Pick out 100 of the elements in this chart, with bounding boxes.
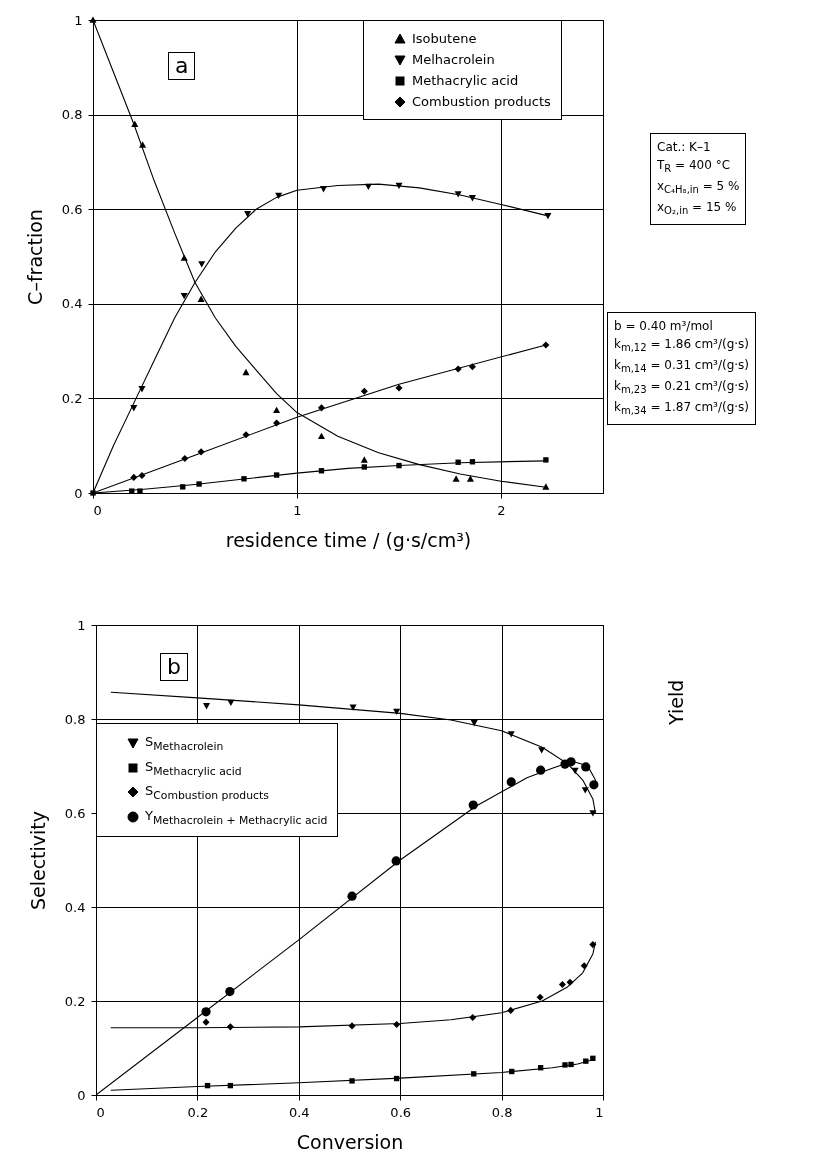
point (454, 365, 462, 373)
point (347, 891, 357, 901)
point (349, 1078, 355, 1084)
point (589, 780, 599, 790)
point (583, 1058, 589, 1064)
text: b = 0.40 m³/mol (614, 319, 714, 334)
point (393, 1020, 401, 1029)
point (138, 471, 146, 480)
text: Cat.: K–1 (657, 140, 712, 155)
point (562, 1062, 568, 1068)
point (395, 384, 403, 392)
x-tick-label: 0 (96, 1104, 105, 1120)
y2-axis-title: Yield (665, 679, 687, 725)
point (225, 987, 235, 997)
y-tick-label: 0.4 (64, 899, 86, 915)
point (455, 459, 461, 465)
point (180, 484, 186, 490)
point (568, 1061, 574, 1068)
point (317, 404, 326, 412)
y-tick-label: 0.6 (61, 201, 83, 217)
point (202, 1018, 210, 1026)
point (138, 386, 146, 393)
y-tick-label: 0.2 (64, 993, 86, 1009)
point (391, 856, 401, 866)
point (542, 341, 550, 349)
point (244, 211, 252, 218)
point (197, 295, 205, 302)
x-tick-label: 0 (93, 502, 102, 518)
point (361, 464, 367, 470)
point (201, 1007, 211, 1017)
y-tick-label: 0.8 (64, 711, 86, 727)
point (466, 475, 474, 482)
point (317, 432, 326, 440)
text: k$_{m,23}$ = 0.21 cm³/(g·s) (614, 378, 750, 397)
y-axis-title: Selectivity (26, 810, 49, 911)
y-tick-label: 0 (77, 1087, 86, 1103)
y-tick-label: 0.6 (64, 805, 86, 821)
point (226, 1023, 234, 1031)
point (470, 719, 478, 727)
point (468, 363, 476, 371)
x-axis-title: Conversion (296, 1130, 404, 1153)
point (566, 978, 574, 986)
y-tick-label: 0.8 (61, 107, 83, 123)
point (273, 406, 281, 414)
point (197, 448, 205, 456)
point (180, 254, 188, 261)
text: x$_{C₄H₈,in}$ = 5 % (657, 178, 740, 197)
point (469, 1013, 477, 1021)
point (566, 757, 576, 767)
point (131, 120, 139, 127)
point (273, 419, 281, 427)
point (468, 195, 476, 202)
point (452, 475, 460, 482)
y-tick-label: 0.4 (61, 296, 83, 312)
point (360, 456, 368, 463)
legend-label: Combustion products (412, 94, 551, 109)
point (507, 731, 515, 738)
point (130, 405, 138, 412)
point (471, 1071, 477, 1077)
point (580, 962, 588, 970)
point (590, 1055, 596, 1062)
point (589, 810, 597, 817)
text: x$_{O₂,in}$ = 15 % (657, 199, 738, 218)
point (130, 473, 138, 481)
text: T$_{R}$ = 400 °C (657, 158, 732, 176)
point (139, 141, 147, 148)
x-tick-label: 0.8 (491, 1104, 513, 1120)
x-tick-label: 1 (595, 1104, 604, 1120)
text: k$_{m,12}$ = 1.86 cm³/(g·s) (614, 337, 750, 355)
point (348, 1022, 356, 1030)
point (196, 481, 202, 487)
legend-label: Y$_{Methacrolein + Methacrylic acid}$ (145, 807, 328, 827)
point (319, 186, 328, 193)
point (349, 704, 357, 711)
annotation: a (175, 53, 189, 80)
point (454, 191, 462, 198)
point (198, 261, 206, 268)
point (181, 454, 189, 463)
y-tick-label: 1 (77, 617, 86, 633)
annotation: b (167, 654, 181, 681)
point (558, 981, 566, 989)
point (241, 476, 247, 482)
point (129, 488, 135, 494)
point (468, 800, 478, 810)
legend-label: Isobutene (412, 31, 477, 46)
point (536, 993, 544, 1001)
y-tick-label: 0 (74, 485, 83, 501)
point (571, 767, 579, 775)
point (507, 1006, 515, 1014)
x-tick-label: 0.4 (288, 1104, 310, 1120)
legend-label: S$_{Combustion products}$ (145, 783, 269, 802)
legend-label: S$_{Methacrolein}$ (145, 734, 224, 753)
point (242, 431, 250, 439)
x-tick-label: 0.2 (187, 1104, 209, 1120)
text: k$_{m,14}$ = 0.31 cm³/(g·s) (614, 357, 750, 376)
point (581, 787, 589, 794)
y-tick-label: 0.2 (61, 390, 83, 406)
point (273, 472, 280, 478)
point (506, 777, 516, 787)
point (542, 483, 550, 490)
